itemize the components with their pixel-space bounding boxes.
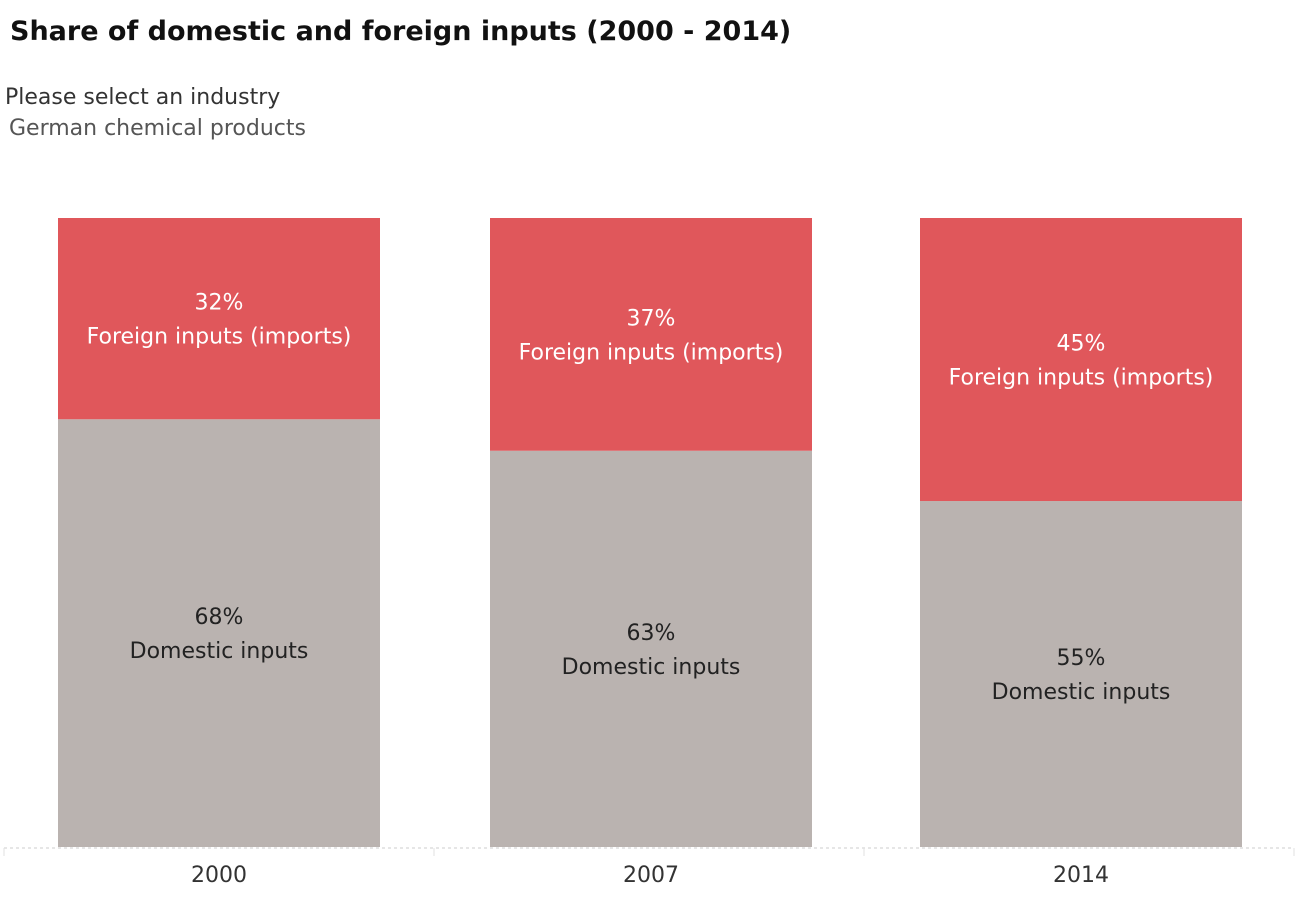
chart-title: Share of domestic and foreign inputs (20… xyxy=(10,16,792,47)
x-tick-label: 2014 xyxy=(1053,863,1109,888)
x-axis: 2000 2007 2014 xyxy=(3,847,1295,888)
x-tick-label: 2000 xyxy=(191,863,247,888)
industry-select[interactable]: German chemical products xyxy=(9,116,306,141)
foreign-value-label: 37% xyxy=(627,306,676,331)
foreign-series-label: Foreign inputs (imports) xyxy=(949,366,1214,391)
domestic-series-label: Domestic inputs xyxy=(992,680,1171,705)
bar-domestic-2014[interactable] xyxy=(920,501,1242,847)
bar-foreign-2014[interactable] xyxy=(920,218,1242,502)
industry-filter: Please select an industry German chemica… xyxy=(5,84,405,143)
domestic-series-label: Domestic inputs xyxy=(562,655,741,680)
foreign-value-label: 32% xyxy=(195,291,244,316)
bars-layer xyxy=(58,218,1242,847)
domestic-series-label: Domestic inputs xyxy=(130,639,309,664)
domestic-value-label: 68% xyxy=(195,605,244,630)
x-tick-label: 2007 xyxy=(623,863,679,888)
domestic-value-label: 55% xyxy=(1057,646,1106,671)
domestic-value-label: 63% xyxy=(627,621,676,646)
bar-domestic-2007[interactable] xyxy=(490,450,812,847)
foreign-series-label: Foreign inputs (imports) xyxy=(87,325,352,350)
industry-filter-label: Please select an industry xyxy=(5,85,281,110)
bar-foreign-2000[interactable] xyxy=(58,218,380,420)
bar-domestic-2000[interactable] xyxy=(58,419,380,847)
foreign-series-label: Foreign inputs (imports) xyxy=(519,340,784,365)
bar-foreign-2007[interactable] xyxy=(490,218,812,451)
foreign-value-label: 45% xyxy=(1057,332,1106,357)
labels-layer: 32% Foreign inputs (imports) 68% Domestic i… xyxy=(87,291,1214,705)
